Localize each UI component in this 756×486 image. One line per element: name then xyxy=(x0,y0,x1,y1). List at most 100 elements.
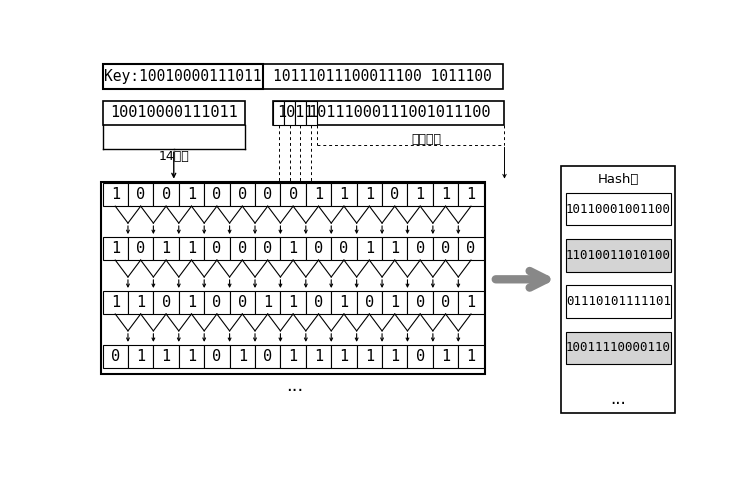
Text: 1: 1 xyxy=(187,349,196,364)
Text: 10111011100011100 1011100: 10111011100011100 1011100 xyxy=(274,69,492,84)
Text: 0: 0 xyxy=(212,187,222,202)
Text: 1: 1 xyxy=(187,241,196,256)
Text: 0: 0 xyxy=(162,295,171,310)
Bar xyxy=(153,291,178,314)
Bar xyxy=(306,291,331,314)
Bar xyxy=(101,181,485,374)
Bar xyxy=(306,183,331,206)
Bar xyxy=(280,183,306,206)
Bar xyxy=(230,183,255,206)
Bar xyxy=(306,237,331,260)
Text: 1: 1 xyxy=(110,295,119,310)
Text: 1: 1 xyxy=(187,295,196,310)
Text: 1: 1 xyxy=(466,349,476,364)
Bar xyxy=(433,237,458,260)
Text: ...: ... xyxy=(286,377,303,395)
Bar xyxy=(331,237,357,260)
Bar xyxy=(382,345,407,368)
Bar xyxy=(331,183,357,206)
Text: 0: 0 xyxy=(136,187,145,202)
Bar xyxy=(458,237,484,260)
Bar xyxy=(306,345,331,368)
Text: 1: 1 xyxy=(466,295,476,310)
Bar xyxy=(280,291,306,314)
Bar xyxy=(103,183,128,206)
Text: 0: 0 xyxy=(237,187,247,202)
Bar xyxy=(103,345,128,368)
Text: 0: 0 xyxy=(441,295,450,310)
Bar xyxy=(128,183,153,206)
Text: 1: 1 xyxy=(314,349,323,364)
Bar xyxy=(357,183,382,206)
Bar xyxy=(566,285,671,318)
Bar xyxy=(274,101,504,125)
Text: 1: 1 xyxy=(237,349,247,364)
Text: 1: 1 xyxy=(365,187,374,202)
Text: 1: 1 xyxy=(339,295,349,310)
Text: 1: 1 xyxy=(416,187,425,202)
Bar xyxy=(357,237,382,260)
Text: 11010011010100: 11010011010100 xyxy=(566,249,671,262)
Bar xyxy=(153,183,178,206)
Text: 0: 0 xyxy=(416,241,425,256)
Text: 10011110000110: 10011110000110 xyxy=(566,341,671,354)
Bar xyxy=(103,101,245,125)
Bar xyxy=(407,291,433,314)
Text: 0: 0 xyxy=(365,295,374,310)
Text: 1: 1 xyxy=(390,349,399,364)
Bar xyxy=(230,345,255,368)
Bar xyxy=(204,183,230,206)
Text: 0: 0 xyxy=(162,187,171,202)
Text: 1011: 1011 xyxy=(277,105,313,121)
Text: 1: 1 xyxy=(162,241,171,256)
Text: 0: 0 xyxy=(212,349,222,364)
Text: 01110101111101: 01110101111101 xyxy=(566,295,671,308)
Bar xyxy=(458,183,484,206)
Bar xyxy=(128,291,153,314)
Text: 14比特: 14比特 xyxy=(159,150,189,163)
Text: ...: ... xyxy=(611,390,626,408)
Text: 1: 1 xyxy=(289,349,298,364)
Text: 0: 0 xyxy=(263,241,272,256)
Bar xyxy=(103,65,503,89)
Text: 1: 1 xyxy=(187,187,196,202)
Bar xyxy=(153,237,178,260)
Bar xyxy=(255,345,280,368)
Bar xyxy=(382,237,407,260)
Text: 10110001001100: 10110001001100 xyxy=(566,203,671,216)
Bar xyxy=(407,237,433,260)
Bar xyxy=(280,237,306,260)
Bar xyxy=(407,183,433,206)
Bar xyxy=(566,331,671,364)
Text: 10010000111011: 10010000111011 xyxy=(110,105,237,121)
Text: 1: 1 xyxy=(289,295,298,310)
Text: 0: 0 xyxy=(390,187,399,202)
Bar xyxy=(433,291,458,314)
Text: 1: 1 xyxy=(390,295,399,310)
Text: 1: 1 xyxy=(314,187,323,202)
Bar xyxy=(382,291,407,314)
Text: 1: 1 xyxy=(110,241,119,256)
Text: 0: 0 xyxy=(466,241,476,256)
Text: 0: 0 xyxy=(237,241,247,256)
Text: 1: 1 xyxy=(289,241,298,256)
Text: 1: 1 xyxy=(390,241,399,256)
Bar xyxy=(255,237,280,260)
Bar xyxy=(153,345,178,368)
Text: 0: 0 xyxy=(110,349,119,364)
Bar xyxy=(255,291,280,314)
Text: 0: 0 xyxy=(237,295,247,310)
Bar xyxy=(284,101,295,125)
Text: 1: 1 xyxy=(136,349,145,364)
Text: 1: 1 xyxy=(441,187,450,202)
Bar xyxy=(306,101,317,125)
Text: 0: 0 xyxy=(212,295,222,310)
Text: 1: 1 xyxy=(365,241,374,256)
Text: 0: 0 xyxy=(314,295,323,310)
Text: 1: 1 xyxy=(339,349,349,364)
Bar xyxy=(566,193,671,226)
Text: 0: 0 xyxy=(339,241,349,256)
Text: 1: 1 xyxy=(441,349,450,364)
Bar xyxy=(295,101,306,125)
Bar xyxy=(103,65,263,89)
